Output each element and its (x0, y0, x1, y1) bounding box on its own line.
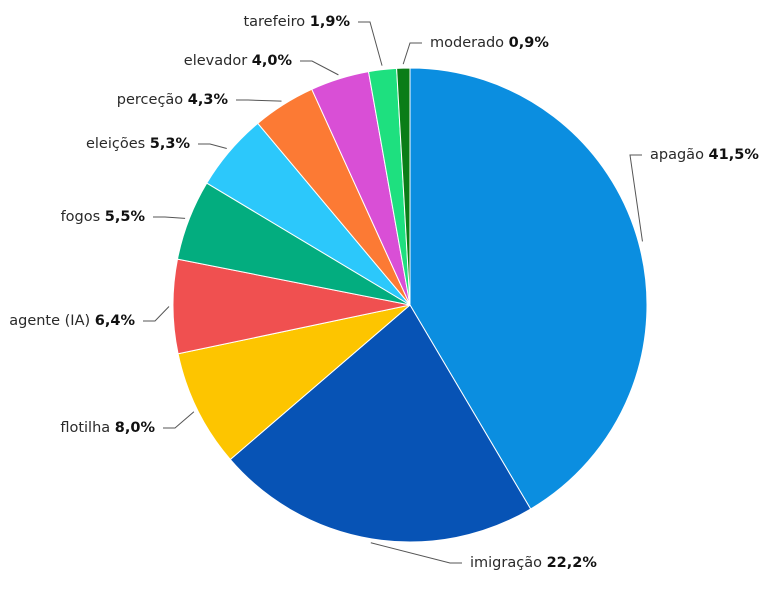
value-label: 4,3% (188, 92, 229, 108)
leader-line (143, 306, 170, 322)
value-label: 8,0% (115, 420, 156, 436)
category-label: eleições (86, 136, 145, 152)
category-label: fogos (61, 209, 101, 225)
leader-line (629, 154, 643, 242)
leader-line (236, 99, 282, 102)
slice-label: agente (IA) 6,4% (9, 313, 135, 329)
leader-line (300, 60, 339, 76)
value-label: 5,5% (105, 209, 146, 225)
pie-slice (177, 304, 411, 461)
slice-label: fogos 5,5% (61, 209, 146, 225)
slice-label: imigração 22,2% (470, 555, 597, 571)
slice-label: eleições 5,3% (86, 136, 191, 152)
leader-line (163, 411, 195, 429)
leader-line (153, 216, 186, 219)
value-label: 0,9% (509, 35, 550, 51)
leader-line (402, 42, 422, 65)
category-label: moderado (430, 35, 504, 51)
value-label: 41,5% (709, 147, 760, 163)
leader-line (198, 143, 227, 149)
value-label: 1,9% (310, 14, 351, 30)
slice-label: perceção 4,3% (117, 92, 229, 108)
category-label: agente (IA) (9, 313, 90, 329)
slice-label: moderado 0,9% (430, 35, 549, 51)
value-label: 5,3% (150, 136, 191, 152)
category-label: flotilha (60, 420, 110, 436)
pie-slice (229, 304, 532, 543)
slice-label: apagão 41,5% (650, 147, 759, 163)
slice-label: flotilha 8,0% (60, 420, 155, 436)
value-label: 6,4% (95, 313, 136, 329)
slice-label: elevador 4,0% (184, 53, 293, 69)
category-label: perceção (117, 92, 184, 108)
slice-label: tarefeiro 1,9% (243, 14, 350, 30)
pie-slice (396, 67, 411, 306)
leader-line (358, 21, 383, 66)
pie-slice (409, 67, 648, 510)
value-label: 22,2% (547, 555, 598, 571)
category-label: imigração (470, 555, 542, 571)
value-label: 4,0% (252, 53, 293, 69)
category-label: tarefeiro (243, 14, 305, 30)
leader-line (370, 542, 462, 564)
category-label: elevador (184, 53, 247, 69)
category-label: apagão (650, 147, 704, 163)
